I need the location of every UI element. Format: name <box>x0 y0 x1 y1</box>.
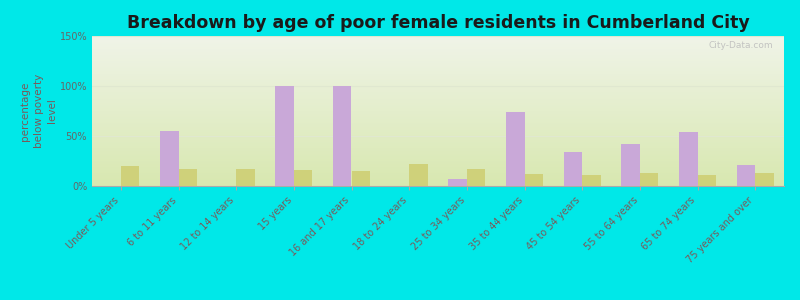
Title: Breakdown by age of poor female residents in Cumberland City: Breakdown by age of poor female resident… <box>126 14 750 32</box>
Bar <box>679 132 698 186</box>
Bar <box>351 171 370 186</box>
Bar <box>622 144 640 186</box>
Bar <box>525 174 543 186</box>
Text: City-Data.com: City-Data.com <box>709 40 774 50</box>
Bar <box>236 169 254 186</box>
Bar <box>178 169 197 186</box>
Bar <box>467 169 486 186</box>
Bar <box>160 131 178 186</box>
Bar <box>294 170 312 186</box>
Bar <box>698 175 716 186</box>
Bar <box>755 173 774 186</box>
Bar <box>582 175 601 186</box>
Bar <box>121 166 139 186</box>
Bar <box>409 164 428 186</box>
Bar <box>448 179 467 186</box>
Y-axis label: percentage
below poverty
level: percentage below poverty level <box>20 74 57 148</box>
Bar <box>737 165 755 186</box>
Bar <box>564 152 582 186</box>
Bar <box>275 86 294 186</box>
Bar <box>640 173 658 186</box>
Bar <box>506 112 525 186</box>
Bar <box>333 86 351 186</box>
